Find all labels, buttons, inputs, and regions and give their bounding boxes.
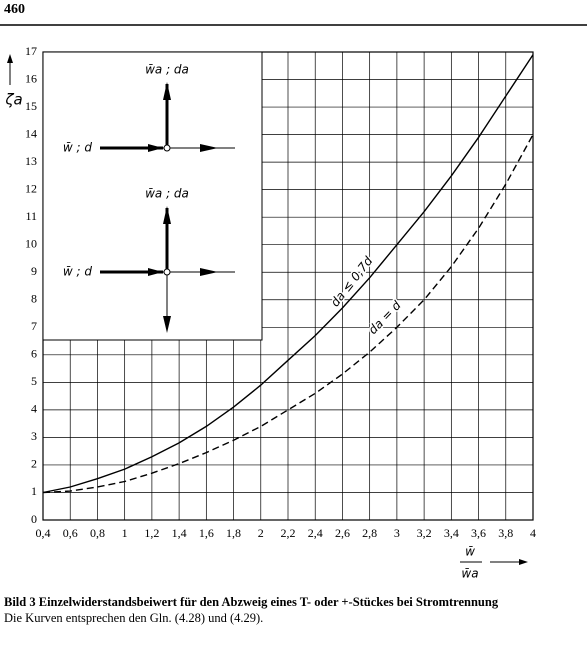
- inset-box: [42, 51, 263, 341]
- x-tick-label: 1,8: [226, 526, 241, 540]
- x-tick-label: 2,4: [308, 526, 323, 540]
- y-tick-label: 13: [25, 154, 37, 168]
- caption: Bild 3 Einzelwiderstandsbeiwert für den …: [4, 594, 582, 626]
- inset-label: w̄ ; d: [63, 141, 92, 155]
- y-tick-label: 5: [31, 374, 37, 388]
- x-tick-label: 2,6: [335, 526, 350, 540]
- curve: [42, 54, 534, 494]
- y-tick-label: 1: [31, 484, 37, 498]
- curve-label: da = d: [366, 298, 404, 337]
- y-tick-label: 0: [31, 512, 37, 526]
- y-tick-label: 4: [31, 402, 37, 416]
- x-axis-label: w̄a: [461, 567, 478, 581]
- x-tick-label: 1: [122, 526, 128, 540]
- inset-label: w̄a ; da: [145, 63, 189, 77]
- chart: 460 w̄a ; da w̄ ; d w̄a ; da w̄ ; d ζa w…: [0, 2, 587, 581]
- x-tick-label: 4: [530, 526, 536, 540]
- curve: [42, 134, 534, 494]
- y-tick-label: 10: [25, 236, 37, 250]
- x-tick-label: 3,6: [471, 526, 486, 540]
- y-tick-label: 7: [31, 319, 37, 333]
- caption-title: Bild 3 Einzelwiderstandsbeiwert für den …: [4, 595, 499, 609]
- caption-text: Die Kurven entsprechen den Gln. (4.28) u…: [4, 611, 264, 625]
- curve-label: da ≤ 0,7d: [328, 254, 376, 310]
- y-tick-label: 14: [25, 126, 37, 140]
- x-tick-label: 0,8: [90, 526, 105, 540]
- y-tick-label: 15: [25, 99, 37, 113]
- y-tick-label: 9: [31, 264, 37, 278]
- x-axis-arrowhead: [519, 559, 528, 565]
- x-tick-label: 1,2: [144, 526, 159, 540]
- inset-diagram: [100, 82, 235, 333]
- y-axis-label: ζa: [4, 91, 22, 109]
- x-tick-label: 0,6: [63, 526, 78, 540]
- x-tick-label: 3,8: [498, 526, 513, 540]
- x-tick-label: 2,8: [362, 526, 377, 540]
- x-axis-label: w̄: [465, 545, 475, 559]
- x-tick-label: 3,2: [417, 526, 432, 540]
- x-tick-label: 2: [258, 526, 264, 540]
- inset-label: w̄a ; da: [145, 187, 189, 201]
- y-tick-label: 11: [25, 209, 37, 223]
- x-tick-label: 1,6: [199, 526, 214, 540]
- y-tick-label: 12: [25, 181, 37, 195]
- page-number: 460: [4, 2, 25, 17]
- x-tick-label: 1,4: [172, 526, 187, 540]
- y-tick-label: 6: [31, 347, 37, 361]
- x-tick-label: 0,4: [36, 526, 51, 540]
- x-tick-label: 3,4: [444, 526, 459, 540]
- y-tick-label: 3: [31, 429, 37, 443]
- y-tick-label: 2: [31, 457, 37, 471]
- y-axis-arrowhead: [7, 54, 13, 63]
- y-tick-label: 16: [25, 71, 37, 85]
- y-tick-label: 8: [31, 292, 37, 306]
- x-tick-label: 2,2: [281, 526, 296, 540]
- y-tick-label: 17: [25, 44, 37, 58]
- inset-label: w̄ ; d: [63, 265, 92, 279]
- x-tick-label: 3: [394, 526, 400, 540]
